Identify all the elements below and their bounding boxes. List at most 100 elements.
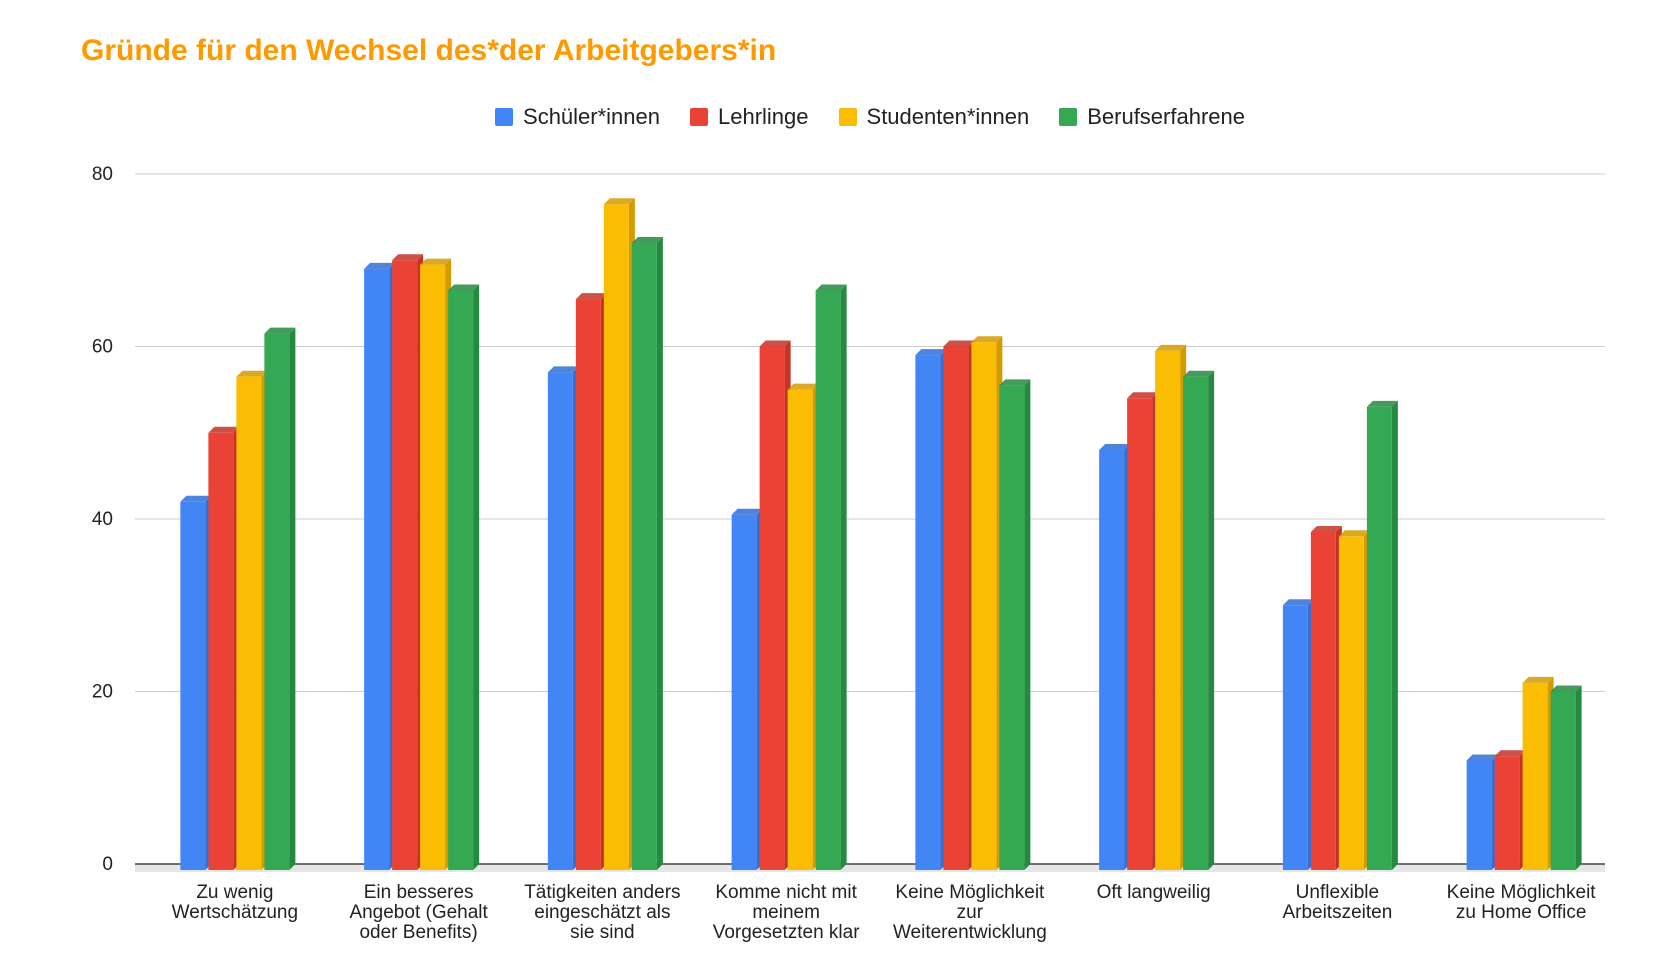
- bar-top: [759, 340, 791, 347]
- bar-top: [1183, 370, 1215, 377]
- bar-top: [915, 349, 947, 356]
- legend-item-2: Studenten*innen: [838, 104, 1030, 130]
- bar-side: [656, 237, 663, 870]
- bar-front: [1155, 350, 1181, 870]
- bar-front: [1550, 691, 1576, 870]
- legend-swatch-1: [690, 108, 708, 126]
- x-category-label-line: Arbeitszeiten: [1282, 902, 1392, 923]
- bar-7-1: [1494, 750, 1526, 870]
- x-category-label-line: Vorgesetzten klar: [713, 922, 860, 943]
- bar-front: [264, 333, 290, 870]
- bar-2-1: [575, 293, 607, 870]
- bar-3-3: [815, 284, 847, 870]
- bar-front: [915, 355, 941, 870]
- bar-top: [603, 198, 635, 205]
- bar-front: [1099, 450, 1125, 870]
- bar-top: [1099, 444, 1131, 450]
- bar-top: [1338, 530, 1370, 537]
- bar-top: [264, 327, 296, 334]
- bar-top: [731, 508, 763, 515]
- x-category-label-5: Oft langweilig: [1097, 882, 1211, 903]
- bar-side: [473, 284, 480, 870]
- x-category-label-4: Keine Möglichkeit zur Weiterentwicklung: [893, 882, 1047, 943]
- bar-5-2: [1155, 344, 1187, 870]
- x-category-label-line: Zu wenig: [196, 882, 273, 903]
- bar-front: [1127, 398, 1153, 870]
- bar-front: [1282, 605, 1308, 870]
- legend-label-3: Berufserfahrene: [1087, 104, 1245, 129]
- bar-front: [787, 389, 813, 870]
- bar-4-3: [999, 379, 1031, 870]
- bar-6-1: [1310, 525, 1342, 870]
- chart-floor: [135, 864, 1605, 872]
- bar-front: [603, 204, 629, 870]
- bar-front: [1466, 760, 1492, 870]
- bar-front: [208, 432, 234, 870]
- bar-top: [448, 284, 480, 291]
- bar-7-3: [1550, 685, 1582, 870]
- x-category-label-line: Angebot (Gehalt: [349, 902, 488, 923]
- bar-top: [1466, 754, 1498, 761]
- bar-0-1: [208, 426, 240, 870]
- bar-3-2: [787, 383, 819, 870]
- bar-front: [1366, 406, 1392, 870]
- x-category-label-line: Ein besseres: [364, 882, 474, 903]
- x-category-label-line: Oft langweilig: [1097, 882, 1211, 903]
- bar-front: [1183, 376, 1209, 870]
- bar-2-3: [631, 237, 663, 870]
- legend-label-2: Studenten*innen: [866, 104, 1030, 129]
- chart-title: Gründe für den Wechsel des*der Arbeitgeb…: [81, 34, 777, 67]
- bar-front: [759, 346, 785, 870]
- bar-top: [575, 293, 607, 300]
- bar-side: [1391, 400, 1398, 870]
- bar-0-3: [264, 327, 296, 870]
- bar-front: [943, 346, 969, 870]
- bar-4-1: [943, 340, 975, 870]
- y-tick-label-40: 40: [92, 509, 113, 530]
- bar-top: [1522, 676, 1554, 683]
- legend-swatch-3: [1059, 108, 1078, 126]
- bar-front: [420, 264, 446, 870]
- bar-front: [364, 268, 390, 870]
- legend-label-1: Lehrlinge: [718, 104, 809, 129]
- bar-top: [236, 370, 268, 377]
- bar-front: [180, 501, 206, 870]
- legend-label-0: Schüler*innen: [523, 104, 660, 129]
- bar-front: [1310, 531, 1336, 870]
- bar-front: [392, 260, 418, 870]
- bar-6-3: [1366, 400, 1398, 870]
- legend: Schüler*innen Lehrlinge Studenten*innen Ber…: [0, 104, 1680, 130]
- bar-0-0: [180, 495, 212, 870]
- x-category-label-line: eingeschätzt als: [534, 902, 670, 923]
- legend-swatch-2: [838, 108, 857, 126]
- bar-top: [1310, 525, 1342, 532]
- x-category-label-line: meinem: [752, 902, 820, 923]
- bar-side: [1575, 685, 1582, 870]
- bar-top: [208, 426, 240, 433]
- x-category-label-line: Keine Möglichkeit: [1447, 882, 1597, 903]
- bar-side: [289, 327, 296, 870]
- bar-top: [1127, 392, 1159, 399]
- x-category-label-line: Wertschätzung: [172, 902, 298, 923]
- legend-swatch-0: [495, 108, 514, 126]
- bar-front: [448, 290, 474, 870]
- bar-front: [815, 290, 841, 870]
- bar-7-2: [1522, 676, 1554, 870]
- bar-2-2: [603, 198, 635, 870]
- bar-side: [840, 284, 847, 870]
- y-tick-label-60: 60: [92, 337, 113, 358]
- bar-top: [631, 237, 663, 243]
- x-category-label-line: sie sind: [570, 922, 634, 943]
- bar-top: [180, 495, 212, 502]
- bar-top: [364, 262, 396, 269]
- bar-top: [1282, 599, 1314, 606]
- x-category-label-7: Keine Möglichkeit zu Home Office: [1447, 882, 1597, 923]
- bar-top: [547, 366, 579, 373]
- bar-front: [999, 385, 1025, 870]
- bar-1-3: [448, 284, 480, 870]
- x-category-label-6: Unflexible Arbeitszeiten: [1282, 882, 1392, 923]
- bar-front: [631, 243, 657, 870]
- x-category-label-line: Tätigkeiten anders: [524, 882, 680, 903]
- y-tick-label-80: 80: [92, 164, 113, 185]
